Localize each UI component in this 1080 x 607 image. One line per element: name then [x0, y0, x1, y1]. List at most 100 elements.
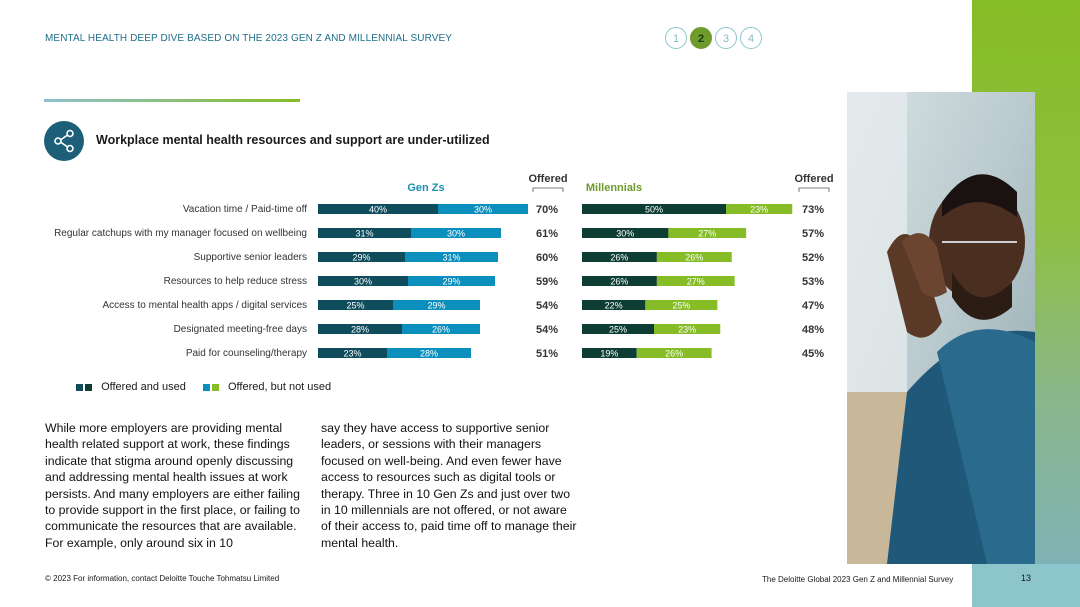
offered-total: 60%: [536, 252, 558, 264]
category-label: Regular catchups with my manager focused…: [54, 228, 307, 239]
bar-genz-used: [318, 300, 393, 310]
bar-value-label: 25%: [346, 301, 364, 311]
page-button-4[interactable]: 4: [740, 27, 762, 49]
bar-millennials-used: [582, 228, 669, 238]
bar-value-label: 23%: [343, 349, 361, 359]
offered-total: 61%: [536, 228, 558, 240]
bar-value-label: 30%: [354, 277, 372, 287]
offered-total: 54%: [536, 300, 558, 312]
group-title-genz: Gen Zs: [407, 182, 444, 194]
category-label: Resources to help reduce stress: [164, 276, 307, 287]
offered-bracket: [798, 187, 830, 192]
bar-genz-used: [318, 276, 408, 286]
offered-total: 59%: [536, 276, 558, 288]
offered-total: 45%: [802, 348, 824, 360]
photo-man-praying-hands: [847, 92, 1035, 564]
bar-value-label: 28%: [420, 349, 438, 359]
bar-value-label: 29%: [427, 301, 445, 311]
share-icon: [44, 121, 84, 161]
category-label: Supportive senior leaders: [194, 252, 307, 263]
bar-genz-used: [318, 204, 438, 214]
offered-total: 52%: [802, 252, 824, 264]
page-number: 13: [1021, 573, 1032, 583]
page-button-2-active[interactable]: 2: [690, 27, 712, 49]
bar-value-label: 26%: [610, 277, 628, 287]
bar-value-label: 40%: [369, 205, 387, 215]
bar-value-label: 26%: [432, 325, 450, 335]
bar-value-label: 23%: [678, 325, 696, 335]
bar-genz-not-used: [405, 252, 498, 262]
legend-swatch-mill-not-used: [211, 383, 219, 391]
offered-total: 54%: [536, 324, 558, 336]
legend-swatch-genz-not-used: [202, 383, 210, 391]
bar-value-label: 30%: [447, 229, 465, 239]
bar-millennials-used: [582, 324, 654, 334]
bar-value-label: 30%: [474, 205, 492, 215]
bar-genz-not-used: [402, 324, 480, 334]
bar-millennials-not-used: [668, 228, 747, 238]
bar-value-label: 26%: [685, 253, 703, 263]
accent-divider: [44, 99, 300, 102]
legend-label-not-used: Offered, but not used: [228, 381, 332, 393]
bar-genz-used: [318, 252, 405, 262]
bar-genz-used: [318, 228, 411, 238]
body-text-column-2: say they have access to supportive senio…: [321, 421, 577, 550]
bar-genz-used: [318, 324, 402, 334]
bar-value-label: 30%: [616, 229, 634, 239]
bar-genz-not-used: [408, 276, 495, 286]
bar-genz-used: [318, 348, 387, 358]
legend: Offered and used Offered, but not used: [76, 381, 331, 393]
group-title-millennials: Millennials: [586, 182, 642, 194]
bar-millennials-used: [582, 204, 726, 214]
category-label: Paid for counseling/therapy: [186, 348, 307, 359]
stacked-bar-chart: Vacation time / Paid-time off Regular cat…: [54, 173, 833, 360]
bar-value-label: 29%: [442, 277, 460, 287]
bar-value-label: 31%: [355, 229, 373, 239]
bar-millennials-not-used: [656, 276, 735, 286]
bar-millennials-not-used: [726, 204, 793, 214]
decorative-teal-band: [972, 564, 1080, 607]
offered-bracket: [532, 187, 564, 192]
offered-total: 70%: [536, 204, 558, 216]
offered-total: 53%: [802, 276, 824, 288]
offered-header: Offered: [528, 173, 567, 185]
bar-value-label: 29%: [352, 253, 370, 263]
section-title: Workplace mental health resources and su…: [96, 133, 490, 147]
offered-header: Offered: [794, 173, 833, 185]
bar-millennials-used: [582, 252, 657, 262]
page-button-3[interactable]: 3: [715, 27, 737, 49]
bar-value-label: 26%: [610, 253, 628, 263]
category-label: Vacation time / Paid-time off: [183, 204, 307, 215]
bar-millennials-not-used: [645, 300, 718, 310]
body-text-column-1: While more employers are providing menta…: [45, 421, 300, 550]
offered-total: 48%: [802, 324, 824, 336]
bar-genz-not-used: [387, 348, 471, 358]
legend-swatch-genz-used: [76, 383, 83, 391]
offered-total: 73%: [802, 204, 824, 216]
bar-value-label: 19%: [600, 349, 618, 359]
bar-genz-not-used: [393, 300, 480, 310]
page-button-1[interactable]: 1: [665, 27, 687, 49]
offered-total: 57%: [802, 228, 824, 240]
bar-value-label: 31%: [442, 253, 460, 263]
bar-value-label: 28%: [351, 325, 369, 335]
offered-total: 51%: [536, 348, 558, 360]
offered-total: 47%: [802, 300, 824, 312]
bar-value-label: 26%: [665, 349, 683, 359]
bar-millennials-not-used: [636, 348, 712, 358]
header-title: MENTAL HEALTH DEEP DIVE BASED ON THE 202…: [45, 33, 453, 44]
bar-millennials-used: [582, 276, 657, 286]
footer-survey-title: The Deloitte Global 2023 Gen Z and Mille…: [762, 575, 954, 584]
bar-value-label: 23%: [750, 205, 768, 215]
bar-millennials-not-used: [656, 252, 732, 262]
legend-label-used: Offered and used: [101, 381, 186, 393]
footer-copyright: © 2023 For information, contact Deloitte…: [45, 574, 280, 583]
bar-value-label: 22%: [605, 301, 623, 311]
bar-genz-not-used: [411, 228, 501, 238]
category-label: Designated meeting-free days: [174, 324, 307, 335]
bar-value-label: 25%: [672, 301, 690, 311]
bar-millennials-used: [582, 348, 637, 358]
category-label: Access to mental health apps / digital s…: [102, 300, 307, 311]
bar-genz-not-used: [438, 204, 528, 214]
bar-millennials-used: [582, 300, 646, 310]
